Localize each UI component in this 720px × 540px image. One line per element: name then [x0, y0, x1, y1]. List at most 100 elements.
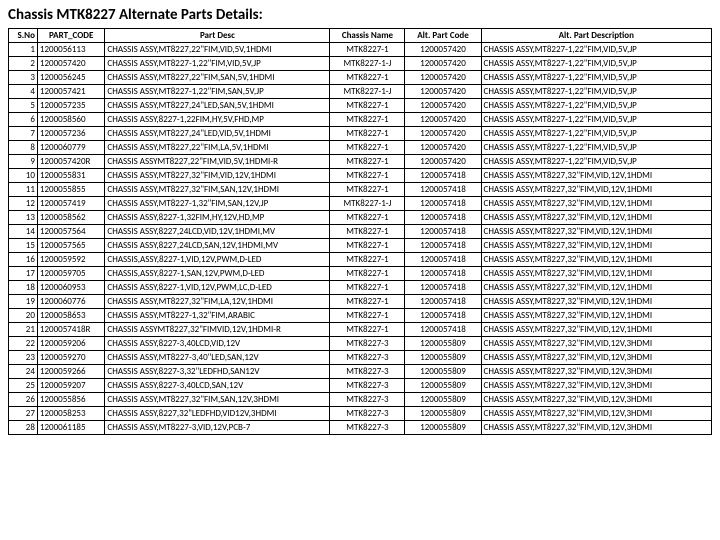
cell-code: 1200058560	[37, 113, 105, 127]
cell-chas: MTK8227-3	[330, 379, 405, 393]
table-row: 231200059270CHASSIS ASSY,MT8227-3,40"LED…	[9, 351, 712, 365]
table-row: 51200057235CHASSIS ASSY,MT8227,24"LED,SA…	[9, 99, 712, 113]
cell-alt: 1200055809	[405, 337, 481, 351]
table-row: 81200060779CHASSIS ASSY,MT8227,22"FIM,LA…	[9, 141, 712, 155]
cell-desc: CHASSIS ASSY,MT8227,22"FIM,VID,5V,1HDMI	[105, 43, 330, 57]
cell-desc: CHASSIS ASSY,MT8227,22"FIM,SAN,5V,1HDMI	[105, 71, 330, 85]
cell-adesc: CHASSIS ASSY,MT8227-1,22"FIM,VID,5V,JP	[481, 141, 711, 155]
cell-desc: CHASSIS,ASSY,8227-1,VID,12V,PWM,D-LED	[105, 253, 330, 267]
cell-adesc: CHASSIS ASSY,MT8227,32"FIM,VID,12V,1HDMI	[481, 225, 711, 239]
cell-adesc: CHASSIS ASSY,MT8227,32"FIM,VID,12V,3HDMI	[481, 351, 711, 365]
cell-alt: 1200057418	[405, 183, 481, 197]
cell-code: 1200059270	[37, 351, 105, 365]
cell-chas: MTK8227-1	[330, 281, 405, 295]
cell-chas: MTK8227-1	[330, 113, 405, 127]
cell-sno: 17	[9, 267, 38, 281]
table-row: 271200058253CHASSIS ASSY,8227,32"LEDFHD,…	[9, 407, 712, 421]
cell-desc: CHASSIS,ASSY,8227-1,SAN,12V,PWM,D-LED	[105, 267, 330, 281]
cell-code: 1200061185	[37, 421, 105, 435]
cell-chas: MTK8227-1	[330, 43, 405, 57]
col-alt: Alt. Part Code	[405, 29, 481, 43]
cell-chas: MTK8227-1	[330, 253, 405, 267]
cell-adesc: CHASSIS ASSY,MT8227,32"FIM,VID,12V,1HDMI	[481, 323, 711, 337]
table-row: 41200057421CHASSIS ASSY,MT8227-1,22"FIM,…	[9, 85, 712, 99]
cell-code: 1200060779	[37, 141, 105, 155]
cell-code: 1200059705	[37, 267, 105, 281]
table-row: 281200061185CHASSIS ASSY,MT8227-3,VID,12…	[9, 421, 712, 435]
cell-desc: CHASSIS ASSY,MT8227,24"LED,SAN,5V,1HDMI	[105, 99, 330, 113]
cell-code: 1200057565	[37, 239, 105, 253]
cell-alt: 1200055809	[405, 379, 481, 393]
cell-sno: 23	[9, 351, 38, 365]
cell-adesc: CHASSIS ASSY,MT8227-1,22"FIM,VID,5V,JP	[481, 127, 711, 141]
cell-code: 1200057420	[37, 57, 105, 71]
table-row: 131200058562CHASSIS ASSY,8227-1,32FIM,HY…	[9, 211, 712, 225]
cell-desc: CHASSIS ASSYMT8227,32"FIMVID,12V,1HDMI-R	[105, 323, 330, 337]
table-row: 141200057564CHASSIS ASSY,8227,24LCD,VID,…	[9, 225, 712, 239]
cell-chas: MTK8227-3	[330, 365, 405, 379]
cell-chas: MTK8227-1	[330, 155, 405, 169]
cell-code: 1200059266	[37, 365, 105, 379]
cell-code: 1200057421	[37, 85, 105, 99]
cell-sno: 18	[9, 281, 38, 295]
cell-chas: MTK8227-3	[330, 393, 405, 407]
cell-alt: 1200057418	[405, 239, 481, 253]
cell-adesc: CHASSIS ASSY,MT8227,32"FIM,VID,12V,1HDMI	[481, 295, 711, 309]
cell-adesc: CHASSIS ASSY,MT8227,32"FIM,VID,12V,1HDMI	[481, 183, 711, 197]
cell-adesc: CHASSIS ASSY,MT8227,32"FIM,VID,12V,1HDMI	[481, 239, 711, 253]
cell-chas: MTK8227-1	[330, 267, 405, 281]
cell-code: 1200058253	[37, 407, 105, 421]
cell-desc: CHASSIS ASSY,MT8227-3,VID,12V,PCB-7	[105, 421, 330, 435]
cell-chas: MTK8227-1-J	[330, 197, 405, 211]
cell-sno: 9	[9, 155, 38, 169]
cell-code: 1200059592	[37, 253, 105, 267]
cell-sno: 25	[9, 379, 38, 393]
cell-sno: 11	[9, 183, 38, 197]
table-row: 61200058560CHASSIS ASSY,8227-1,22FIM,HY,…	[9, 113, 712, 127]
cell-alt: 1200057420	[405, 127, 481, 141]
table-row: 181200060953CHASSIS ASSY,8227-1,VID,12V,…	[9, 281, 712, 295]
cell-code: 1200055831	[37, 169, 105, 183]
cell-adesc: CHASSIS ASSY,MT8227,32"FIM,VID,12V,3HDMI	[481, 379, 711, 393]
cell-chas: MTK8227-1	[330, 127, 405, 141]
cell-desc: CHASSIS ASSY,MT8227,22"FIM,LA,5V,1HDMI	[105, 141, 330, 155]
cell-sno: 19	[9, 295, 38, 309]
cell-sno: 15	[9, 239, 38, 253]
cell-chas: MTK8227-1	[330, 225, 405, 239]
cell-desc: CHASSIS ASSY,MT8227,24"LED,VID,5V,1HDMI	[105, 127, 330, 141]
cell-chas: MTK8227-1	[330, 323, 405, 337]
cell-code: 1200060776	[37, 295, 105, 309]
cell-adesc: CHASSIS ASSY,MT8227-1,22"FIM,VID,5V,JP	[481, 71, 711, 85]
cell-adesc: CHASSIS ASSY,MT8227,32"FIM,VID,12V,3HDMI	[481, 365, 711, 379]
cell-adesc: CHASSIS ASSY,MT8227-1,22"FIM,VID,5V,JP	[481, 113, 711, 127]
cell-chas: MTK8227-1	[330, 71, 405, 85]
cell-sno: 20	[9, 309, 38, 323]
table-row: 171200059705CHASSIS,ASSY,8227-1,SAN,12V,…	[9, 267, 712, 281]
cell-alt: 1200055809	[405, 407, 481, 421]
table-row: 71200057236CHASSIS ASSY,MT8227,24"LED,VI…	[9, 127, 712, 141]
page-title: Chassis MTK8227 Alternate Parts Details:	[8, 6, 712, 24]
cell-alt: 1200055809	[405, 365, 481, 379]
cell-code: 1200055855	[37, 183, 105, 197]
cell-sno: 14	[9, 225, 38, 239]
cell-sno: 6	[9, 113, 38, 127]
cell-alt: 1200057418	[405, 267, 481, 281]
table-header-row: S.No PART_CODE Part Desc Chassis Name Al…	[9, 29, 712, 43]
table-row: 91200057420RCHASSIS ASSYMT8227,22"FIM,VI…	[9, 155, 712, 169]
cell-code: 1200058562	[37, 211, 105, 225]
cell-desc: CHASSIS ASSY,MT8227-3,40"LED,SAN,12V	[105, 351, 330, 365]
table-row: 241200059266CHASSIS ASSY,8227-3,32"LEDFH…	[9, 365, 712, 379]
cell-code: 1200057418R	[37, 323, 105, 337]
cell-alt: 1200057420	[405, 141, 481, 155]
cell-chas: MTK8227-1	[330, 169, 405, 183]
cell-alt: 1200057420	[405, 57, 481, 71]
cell-chas: MTK8227-1	[330, 141, 405, 155]
cell-sno: 4	[9, 85, 38, 99]
cell-desc: CHASSIS ASSY,MT8227,32"FIM,LA,12V,1HDMI	[105, 295, 330, 309]
cell-sno: 10	[9, 169, 38, 183]
cell-sno: 3	[9, 71, 38, 85]
cell-desc: CHASSIS ASSYMT8227,22"FIM,VID,5V,1HDMI-R	[105, 155, 330, 169]
cell-sno: 28	[9, 421, 38, 435]
cell-alt: 1200055809	[405, 351, 481, 365]
cell-chas: MTK8227-3	[330, 337, 405, 351]
